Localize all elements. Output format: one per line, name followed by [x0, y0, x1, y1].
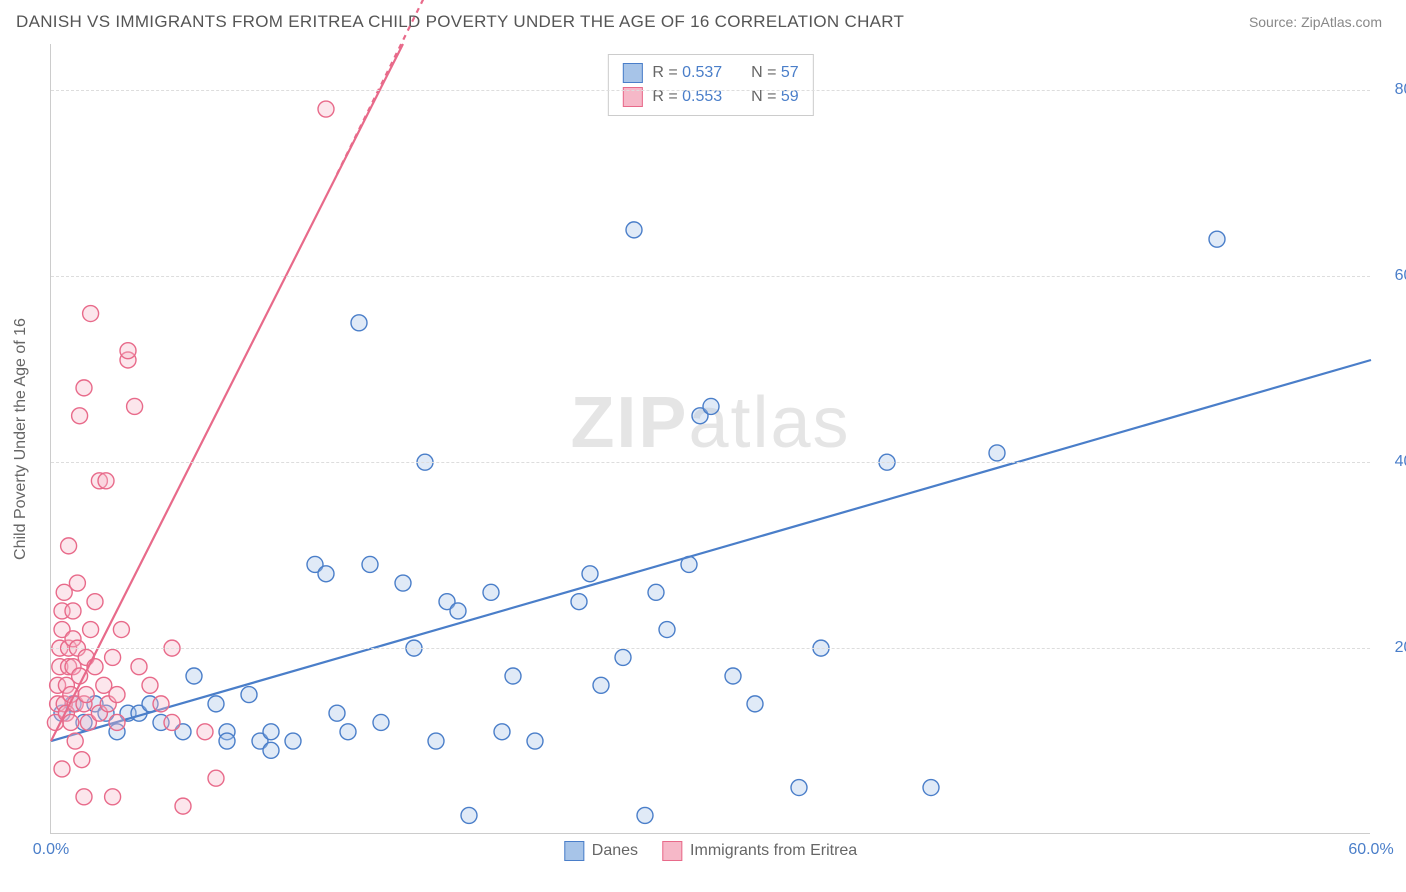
data-point [923, 780, 939, 796]
source-label: Source: ZipAtlas.com [1249, 14, 1382, 30]
data-point [791, 780, 807, 796]
data-point [571, 594, 587, 610]
gridline [51, 462, 1370, 463]
data-point [105, 649, 121, 665]
x-tick-label: 60.0% [1348, 841, 1393, 859]
data-point [505, 668, 521, 684]
data-point [351, 315, 367, 331]
data-point [219, 733, 235, 749]
data-point [78, 687, 94, 703]
trendline [51, 360, 1371, 741]
data-point [113, 622, 129, 638]
data-point [208, 770, 224, 786]
data-point [593, 677, 609, 693]
data-point [725, 668, 741, 684]
data-point [263, 742, 279, 758]
stats-box: R = 0.537 N = 57R = 0.553 N = 59 [607, 54, 813, 116]
legend-swatch [662, 841, 682, 861]
data-point [659, 622, 675, 638]
data-point [186, 668, 202, 684]
data-point [67, 733, 83, 749]
y-tick-label: 40.0% [1380, 453, 1406, 471]
data-point [494, 724, 510, 740]
y-tick-label: 80.0% [1380, 81, 1406, 99]
data-point [69, 575, 85, 591]
data-point [747, 696, 763, 712]
stat-n: N = 57 [751, 64, 799, 82]
data-point [208, 696, 224, 712]
data-point [428, 733, 444, 749]
data-point [362, 556, 378, 572]
data-point [175, 798, 191, 814]
data-point [615, 649, 631, 665]
data-point [131, 659, 147, 675]
data-point [74, 752, 90, 768]
data-point [1209, 231, 1225, 247]
data-point [142, 677, 158, 693]
gridline [51, 90, 1370, 91]
data-point [72, 408, 88, 424]
legend-label: Danes [592, 842, 638, 860]
data-point [373, 714, 389, 730]
y-axis-title: Child Poverty Under the Age of 16 [12, 318, 30, 560]
data-point [241, 687, 257, 703]
series-swatch [622, 63, 642, 83]
data-point [76, 380, 92, 396]
data-point [61, 538, 77, 554]
data-point [83, 622, 99, 638]
data-point [72, 668, 88, 684]
legend-swatch [564, 841, 584, 861]
data-point [648, 584, 664, 600]
data-point [703, 398, 719, 414]
data-point [109, 714, 125, 730]
data-point [105, 789, 121, 805]
data-point [582, 566, 598, 582]
legend-label: Immigrants from Eritrea [690, 842, 857, 860]
legend-item: Immigrants from Eritrea [662, 841, 857, 861]
data-point [318, 566, 334, 582]
data-point [164, 714, 180, 730]
data-point [83, 306, 99, 322]
data-point [527, 733, 543, 749]
data-point [87, 594, 103, 610]
chart-plot-area: Child Poverty Under the Age of 16 ZIPatl… [50, 44, 1370, 834]
stats-row: R = 0.537 N = 57 [622, 61, 798, 85]
chart-title: DANISH VS IMMIGRANTS FROM ERITREA CHILD … [16, 12, 904, 32]
legend: Danes Immigrants from Eritrea [564, 841, 857, 861]
stat-r: R = 0.537 [652, 64, 722, 82]
data-point [989, 445, 1005, 461]
data-point [98, 473, 114, 489]
data-point [263, 724, 279, 740]
scatter-svg [51, 44, 1370, 833]
data-point [63, 714, 79, 730]
y-tick-label: 60.0% [1380, 267, 1406, 285]
legend-item: Danes [564, 841, 638, 861]
gridline [51, 276, 1370, 277]
data-point [483, 584, 499, 600]
data-point [120, 343, 136, 359]
data-point [637, 807, 653, 823]
data-point [127, 398, 143, 414]
gridline [51, 648, 1370, 649]
data-point [329, 705, 345, 721]
data-point [54, 761, 70, 777]
data-point [450, 603, 466, 619]
data-point [395, 575, 411, 591]
data-point [65, 603, 81, 619]
data-point [285, 733, 301, 749]
y-tick-label: 20.0% [1380, 639, 1406, 657]
data-point [318, 101, 334, 117]
data-point [461, 807, 477, 823]
data-point [197, 724, 213, 740]
stats-row: R = 0.553 N = 59 [622, 85, 798, 109]
data-point [109, 687, 125, 703]
trendline [51, 44, 403, 741]
data-point [76, 789, 92, 805]
data-point [626, 222, 642, 238]
x-tick-label: 0.0% [33, 841, 69, 859]
data-point [153, 696, 169, 712]
data-point [340, 724, 356, 740]
